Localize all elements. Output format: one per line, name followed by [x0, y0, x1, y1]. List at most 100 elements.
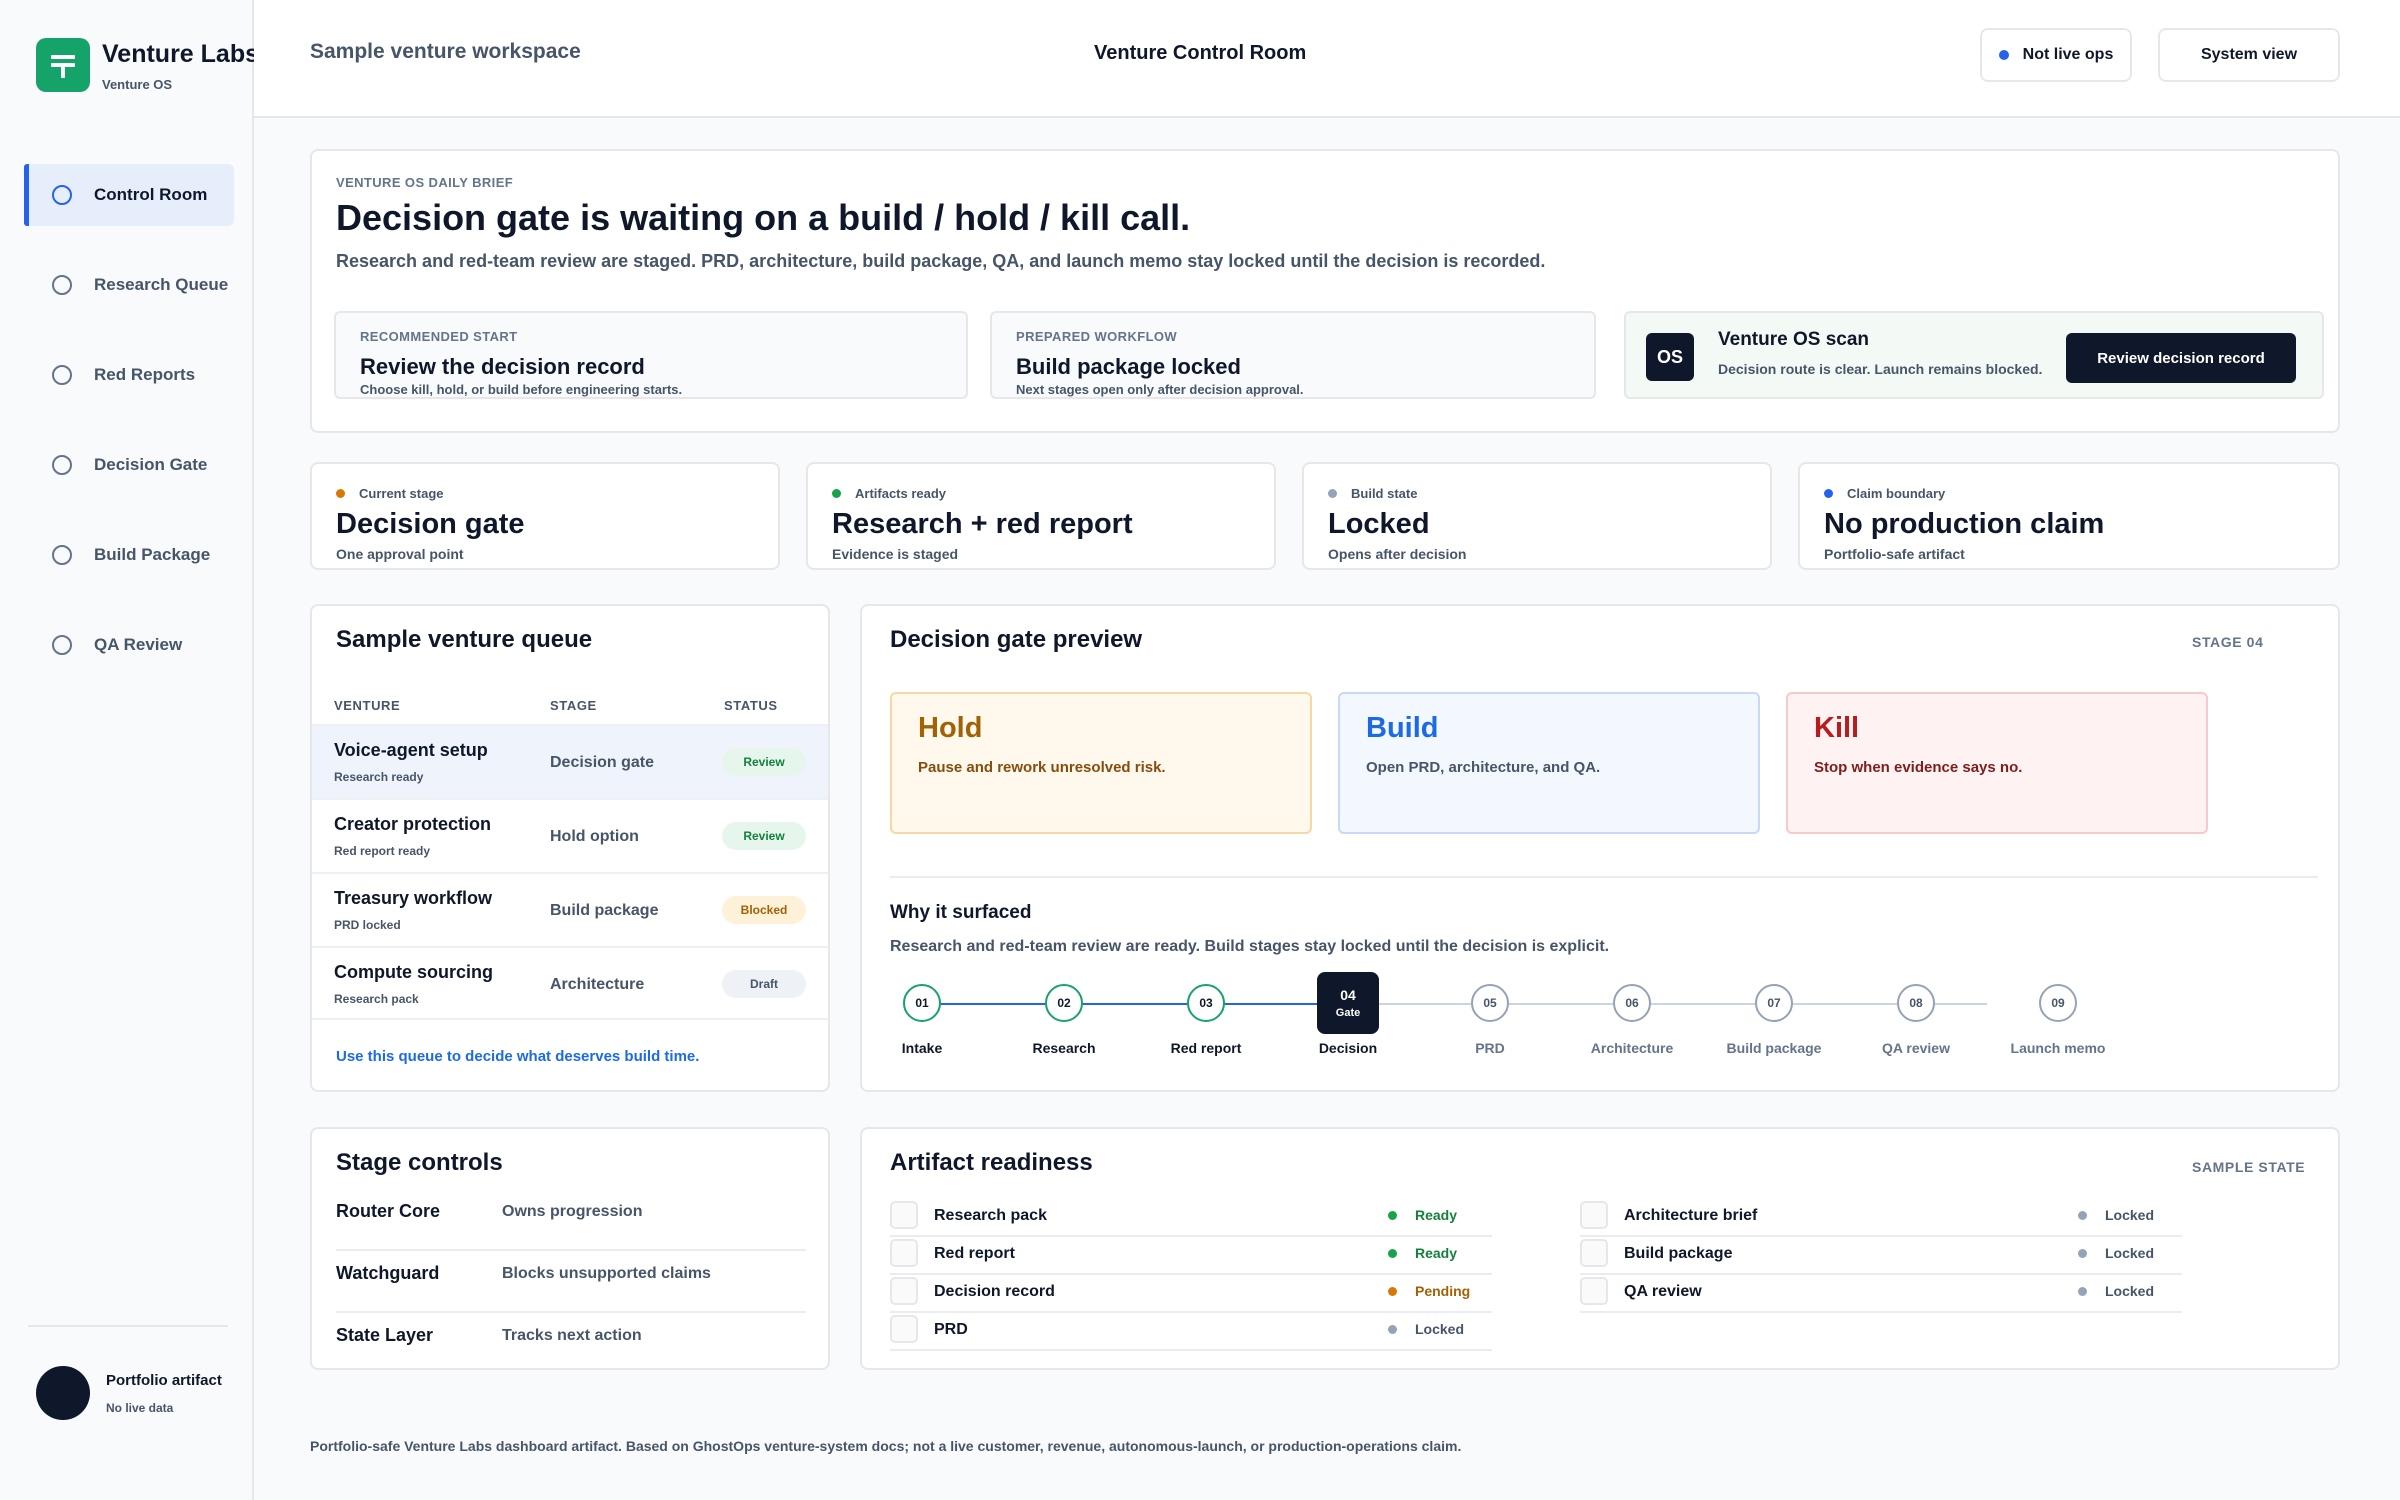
circle-icon [52, 635, 72, 655]
step-number: 06 [1613, 984, 1651, 1022]
checkbox[interactable] [890, 1239, 918, 1267]
checkbox[interactable] [1580, 1201, 1608, 1229]
why-note: Research and red-team review are ready. … [890, 938, 1610, 955]
pipeline-step[interactable]: 03 Red report [1146, 984, 1266, 1056]
pipeline-step[interactable]: 05 PRD [1430, 984, 1550, 1056]
step-sub: Gate [1335, 1007, 1361, 1019]
system-view-button[interactable]: System view [2158, 28, 2340, 82]
status-dot-icon [2078, 1210, 2087, 1220]
prepared-workflow-card[interactable]: PREPARED WORKFLOW Build package locked N… [990, 311, 1596, 399]
venture-queue-card: Sample venture queue VENTURE STAGE STATU… [310, 604, 830, 1092]
control-row: State Layer Tracks next action [336, 1313, 806, 1375]
workspace-name: Sample venture workspace [310, 40, 581, 63]
gate-title: Decision gate preview [890, 626, 1143, 653]
circle-icon [52, 455, 72, 475]
pipeline-step[interactable]: 02 Research [1004, 984, 1124, 1056]
stat-build-state: Build state Locked Opens after decision [1302, 462, 1772, 570]
build-option[interactable]: Build Open PRD, architecture, and QA. [1338, 692, 1760, 834]
pipeline-step[interactable]: 08 QA review [1856, 984, 1976, 1056]
artifact-row[interactable]: Architecture brief Locked [1580, 1199, 2182, 1237]
option-note: Open PRD, architecture, and QA. [1366, 759, 1601, 776]
review-decision-record-button[interactable]: Review decision record [2066, 333, 2296, 383]
pipeline-step-current[interactable]: 04 Gate Decision [1288, 972, 1408, 1056]
section-divider [890, 876, 2318, 878]
pipeline-step[interactable]: 09 Launch memo [1998, 984, 2118, 1056]
artifact-row[interactable]: Decision record Pending [890, 1275, 1492, 1313]
step-number: 03 [1187, 984, 1225, 1022]
sidebar-item-research-queue[interactable]: Research Queue [24, 254, 234, 316]
stat-note: One approval point [336, 546, 464, 562]
sidebar-item-red-reports[interactable]: Red Reports [24, 344, 234, 406]
sidebar-item-control-room[interactable]: Control Room [24, 164, 234, 226]
status-badge: Draft [722, 970, 806, 998]
brand-name: Venture Labs [102, 40, 259, 68]
page-title: Venture Control Room [1094, 42, 1307, 64]
venture-name: Treasury workflow [334, 888, 493, 908]
kill-option[interactable]: Kill Stop when evidence says no. [1786, 692, 2208, 834]
pipeline-step[interactable]: 07 Build package [1714, 984, 1834, 1056]
artifact-status: Pending [1415, 1283, 1471, 1299]
daily-brief-card: VENTURE OS DAILY BRIEF Decision gate is … [310, 149, 2340, 433]
live-ops-button[interactable]: Not live ops [1980, 28, 2132, 82]
control-desc: Owns progression [502, 1203, 643, 1220]
brand[interactable]: Venture Labs Venture OS [36, 38, 259, 92]
stat-note: Portfolio-safe artifact [1824, 546, 1965, 562]
workflow-note: Next stages open only after decision app… [1016, 382, 1304, 397]
column-header: STAGE [550, 698, 597, 713]
step-label: Research [1032, 1040, 1096, 1056]
pipeline-step[interactable]: 01 Intake [862, 984, 982, 1056]
table-row[interactable]: Compute sourcing Research pack Architect… [312, 946, 828, 1020]
sidebar-item-label: Research Queue [94, 275, 229, 294]
artifact-name: Research pack [934, 1207, 1047, 1224]
sidebar-divider [28, 1325, 228, 1327]
sidebar-item-label: QA Review [94, 635, 183, 654]
checkbox[interactable] [890, 1315, 918, 1343]
stat-label: Current stage [359, 486, 444, 501]
brand-subtitle: Venture OS [102, 77, 173, 92]
control-name: State Layer [336, 1325, 434, 1345]
portfolio-profile[interactable]: Portfolio artifact No live data [36, 1366, 222, 1420]
artifact-name: QA review [1624, 1283, 1702, 1300]
artifact-row[interactable]: PRD Locked [890, 1313, 1492, 1351]
status-dot-icon [1328, 489, 1337, 498]
venture-name: Compute sourcing [334, 962, 494, 982]
artifact-row[interactable]: Red report Ready [890, 1237, 1492, 1275]
control-desc: Blocks unsupported claims [502, 1265, 711, 1282]
sidebar-item-label: Build Package [94, 545, 211, 564]
step-label: Build package [1726, 1040, 1822, 1056]
sidebar-item-label: Decision Gate [94, 455, 208, 474]
hold-option[interactable]: Hold Pause and rework unresolved risk. [890, 692, 1312, 834]
checkbox[interactable] [890, 1201, 918, 1229]
venture-sub: Research pack [334, 992, 419, 1006]
venture-stage: Architecture [550, 976, 645, 993]
artifact-name: PRD [934, 1321, 968, 1338]
table-row[interactable]: Voice-agent setup Research ready Decisio… [312, 724, 828, 798]
queue-footer-link[interactable]: Use this queue to decide what deserves b… [336, 1048, 700, 1065]
recommended-start-card[interactable]: RECOMMENDED START Review the decision re… [334, 311, 968, 399]
checkbox[interactable] [890, 1277, 918, 1305]
stat-note: Evidence is staged [832, 546, 959, 562]
sidebar-item-qa-review[interactable]: QA Review [24, 614, 234, 676]
status-badge: Blocked [722, 896, 806, 924]
status-dot-icon [2078, 1286, 2087, 1296]
control-row: Router Core Owns progression [336, 1189, 806, 1251]
step-label: Architecture [1590, 1040, 1674, 1056]
checkbox[interactable] [1580, 1239, 1608, 1267]
artifact-status: Locked [1415, 1321, 1465, 1337]
portfolio-title: Portfolio artifact [106, 1371, 222, 1389]
pipeline-step[interactable]: 06 Architecture [1572, 984, 1692, 1056]
os-badge-icon: OS [1646, 333, 1694, 381]
sidebar-item-build-package[interactable]: Build Package [24, 524, 234, 586]
artifact-row[interactable]: Build package Locked [1580, 1237, 2182, 1275]
stat-value: Locked [1328, 508, 1430, 540]
table-row[interactable]: Treasury workflow PRD locked Build packa… [312, 872, 828, 946]
venture-os-scan-card: OS Venture OS scan Decision route is cle… [1624, 311, 2324, 399]
sidebar-item-decision-gate[interactable]: Decision Gate [24, 434, 234, 496]
step-label: Decision [1318, 1040, 1378, 1056]
table-row[interactable]: Creator protection Red report ready Hold… [312, 798, 828, 872]
checkbox[interactable] [1580, 1277, 1608, 1305]
step-number: 01 [903, 984, 941, 1022]
artifact-row[interactable]: QA review Locked [1580, 1275, 2182, 1313]
artifact-row[interactable]: Research pack Ready [890, 1199, 1492, 1237]
artifact-status: Locked [2105, 1245, 2155, 1261]
